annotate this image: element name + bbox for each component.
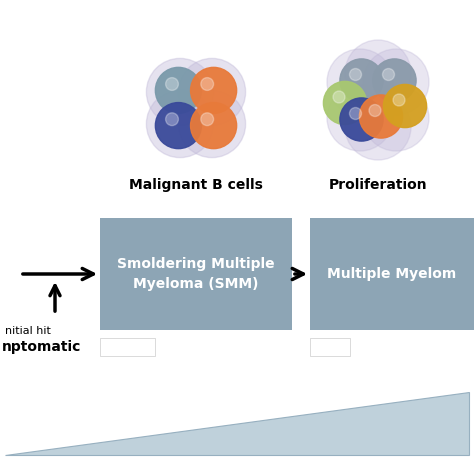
FancyBboxPatch shape	[100, 218, 292, 330]
FancyBboxPatch shape	[310, 338, 350, 356]
Circle shape	[359, 95, 402, 138]
Circle shape	[146, 91, 214, 157]
FancyBboxPatch shape	[100, 338, 155, 356]
Text: nptomatic: nptomatic	[2, 340, 82, 354]
Text: Smoldering Multiple
Myeloma (SMM): Smoldering Multiple Myeloma (SMM)	[117, 257, 275, 291]
Text: nitial hit: nitial hit	[5, 326, 51, 336]
Circle shape	[340, 59, 383, 102]
FancyBboxPatch shape	[310, 218, 474, 330]
Circle shape	[369, 104, 381, 117]
Circle shape	[323, 82, 366, 125]
Circle shape	[178, 91, 246, 157]
Text: Malignant B cells: Malignant B cells	[129, 178, 263, 192]
Circle shape	[178, 58, 246, 126]
Circle shape	[383, 84, 427, 128]
Circle shape	[146, 58, 214, 126]
Circle shape	[349, 69, 362, 81]
Text: Proliferation: Proliferation	[328, 178, 428, 192]
Circle shape	[191, 67, 237, 113]
Circle shape	[345, 94, 411, 160]
Circle shape	[349, 108, 362, 119]
Circle shape	[327, 49, 393, 115]
Circle shape	[363, 49, 429, 115]
Circle shape	[393, 94, 405, 106]
Circle shape	[383, 69, 394, 81]
Circle shape	[363, 85, 429, 151]
Circle shape	[201, 113, 214, 126]
Circle shape	[201, 78, 214, 91]
Circle shape	[340, 98, 383, 141]
Circle shape	[191, 102, 237, 149]
Text: Multiple Myelom: Multiple Myelom	[328, 267, 456, 281]
Circle shape	[333, 91, 345, 103]
Circle shape	[345, 40, 411, 106]
Circle shape	[155, 102, 201, 149]
Circle shape	[373, 59, 416, 102]
Circle shape	[165, 113, 178, 126]
Circle shape	[155, 67, 201, 113]
Polygon shape	[5, 392, 469, 455]
Circle shape	[165, 78, 178, 91]
Circle shape	[327, 85, 393, 151]
